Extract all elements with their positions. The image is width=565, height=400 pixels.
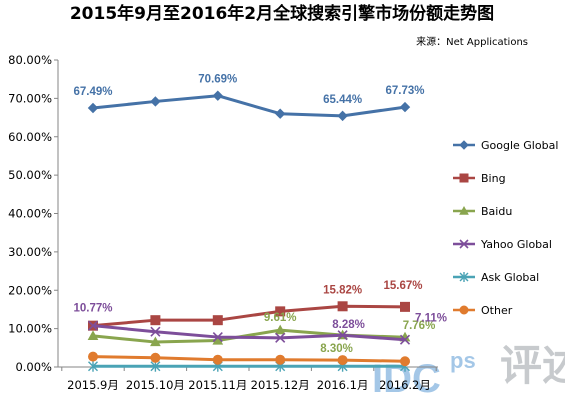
- point-bing: [150, 315, 161, 326]
- x-tick-label: 2015.9月: [67, 378, 119, 392]
- data-label-yahoo-global: 10.77%: [73, 303, 112, 315]
- x-tick-label: 2016.2月: [379, 378, 431, 392]
- legend-item-ask-global: Ask Global: [453, 271, 539, 284]
- point-other: [212, 354, 223, 365]
- y-tick-label: 20.00%: [8, 283, 52, 297]
- legend-marker-bing: [459, 173, 469, 183]
- series-line-bing: [92, 304, 406, 328]
- x-marker-stroke: [459, 239, 469, 249]
- point-other: [150, 352, 161, 363]
- data-label-yahoo-global: 7.11%: [415, 313, 447, 325]
- legend-marker-google-global: [459, 140, 469, 150]
- x-tick-label: 2015.11月: [188, 378, 247, 392]
- legend: Google Global Bing Baidu Yahoo Global Ask Gl…: [453, 139, 558, 317]
- data-label-google-global: 67.49%: [73, 86, 112, 98]
- series-line-other: [92, 355, 406, 363]
- data-label-google-global: 67.73%: [385, 85, 424, 97]
- data-label-google-global: 65.44%: [323, 94, 362, 106]
- point-bing: [212, 315, 223, 326]
- point-bing: [337, 301, 348, 312]
- x-marker-stroke: [87, 320, 99, 331]
- legend-marker-ask-global: [459, 272, 469, 282]
- point-google-global: [274, 108, 286, 119]
- point-baidu: [150, 336, 161, 347]
- legend-label-ask-global: Ask Global: [481, 271, 539, 284]
- y-tick-label: 60.00%: [8, 130, 52, 144]
- y-tick-label: 70.00%: [8, 91, 52, 105]
- point-baidu: [274, 324, 286, 335]
- legend-label-baidu: Baidu: [481, 205, 512, 218]
- point-google-global: [337, 110, 348, 122]
- point-google-global: [87, 102, 99, 114]
- data-label-bing: 15.82%: [323, 284, 362, 296]
- data-label-yahoo-global: 8.28%: [332, 319, 365, 331]
- point-other: [337, 355, 348, 366]
- x-tick-label: 2015.10月: [126, 378, 185, 392]
- legend-label-yahoo-global: Yahoo Global: [480, 238, 552, 251]
- point-bing: [275, 306, 286, 317]
- point-yahoo-global: [87, 320, 99, 331]
- point-other: [275, 354, 286, 365]
- watermark-sub: ps: [450, 348, 476, 373]
- series-yahoo-global: [87, 320, 411, 345]
- y-tick-label: 50.00%: [8, 168, 52, 182]
- legend-label-bing: Bing: [481, 172, 506, 185]
- legend-label-other: Other: [481, 304, 513, 317]
- y-tick-label: 30.00%: [8, 245, 52, 259]
- x-marker-stroke: [275, 332, 286, 343]
- legend-marker-other: [459, 305, 469, 315]
- point-google-global: [150, 96, 161, 107]
- data-label-bing: 15.67%: [383, 280, 422, 292]
- x-marker-stroke: [150, 326, 161, 337]
- y-tick-label: 40.00%: [8, 207, 52, 221]
- point-other: [88, 351, 98, 362]
- point-yahoo-global: [212, 332, 223, 343]
- legend-item-other: Other: [453, 304, 513, 317]
- y-tick-label: 10.00%: [8, 322, 52, 336]
- data-label-baidu: 7.76%: [403, 320, 436, 332]
- legend-marker-baidu: [459, 205, 469, 215]
- point-yahoo-global: [150, 326, 161, 337]
- y-tick-label: 80.00%: [8, 53, 52, 67]
- series-line-yahoo-global: [92, 324, 406, 342]
- watermark-glyph: 评述: [500, 342, 565, 389]
- y-tick-label: 0.00%: [15, 360, 52, 374]
- source-note: 来源：Net Applications: [416, 35, 528, 48]
- series-layer: [87, 90, 411, 372]
- data-label-baidu: 9.61%: [264, 312, 297, 324]
- point-yahoo-global: [275, 332, 286, 343]
- data-label-google-global: 70.69%: [198, 74, 237, 86]
- chart-title: 2015年9月至2016年2月全球搜索引擎市场份额走势图: [70, 3, 494, 24]
- point-yahoo-global: [399, 334, 411, 345]
- x-marker-stroke: [337, 330, 348, 341]
- point-other: [400, 356, 410, 367]
- series-google-global: [87, 90, 411, 122]
- x-tick-label: 2016.1月: [317, 378, 369, 392]
- legend-item-baidu: Baidu: [453, 205, 512, 218]
- legend-marker-yahoo-global: [459, 239, 469, 249]
- point-baidu: [87, 330, 99, 341]
- legend-item-yahoo-global: Yahoo Global: [453, 238, 552, 251]
- point-google-global: [399, 101, 411, 113]
- point-google-global: [212, 90, 224, 101]
- point-ask-global: [88, 360, 98, 372]
- point-yahoo-global: [337, 330, 348, 341]
- legend-item-google-global: Google Global: [453, 139, 558, 152]
- point-bing: [400, 301, 410, 312]
- data-labels: 67.49% 70.69% 65.44% 67.73% 15.82% 15.67% 9.61…: [73, 74, 447, 355]
- legend-label-google-global: Google Global: [481, 139, 558, 152]
- data-label-baidu: 8.30%: [320, 343, 353, 355]
- x-tick-label: 2015.12月: [251, 378, 310, 392]
- legend-item-bing: Bing: [453, 172, 506, 185]
- x-marker-stroke: [212, 332, 223, 343]
- x-marker-stroke: [399, 334, 411, 345]
- series-other: [88, 351, 410, 367]
- series-line-google-global: [92, 94, 406, 118]
